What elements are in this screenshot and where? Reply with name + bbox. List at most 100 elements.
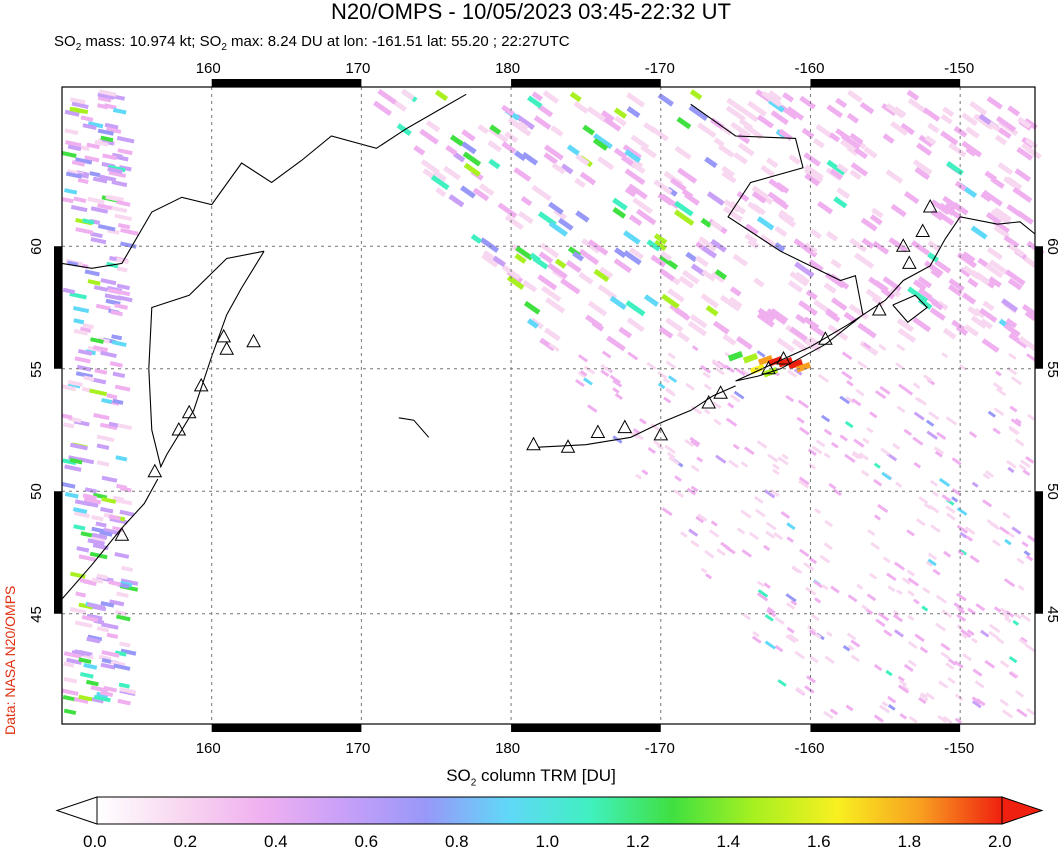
so2-pixel	[958, 364, 967, 371]
so2-pixel	[1012, 619, 1020, 626]
so2-pixel	[967, 277, 979, 288]
so2-pixel	[940, 642, 951, 652]
so2-pixel	[736, 527, 746, 535]
so2-pixel	[1014, 613, 1022, 620]
so2-pixel	[970, 315, 987, 329]
so2-pixel	[936, 431, 947, 441]
so2-pixel	[614, 247, 627, 259]
so2-pixel	[527, 95, 543, 109]
so2-pixel	[75, 591, 86, 598]
so2-pixel	[557, 217, 574, 231]
so2-pixel	[102, 153, 117, 161]
lon-tick-label-top: -150	[944, 60, 975, 77]
so2-pixel	[885, 669, 893, 677]
so2-pixel	[674, 145, 692, 160]
so2-pixel	[90, 377, 107, 385]
so2-pixel	[938, 477, 951, 488]
so2-pixel	[95, 521, 107, 528]
so2-pixel	[849, 169, 862, 180]
so2-pixel	[101, 398, 113, 405]
so2-pixel	[550, 125, 564, 137]
so2-pixel	[830, 258, 842, 269]
so2-pixel	[78, 554, 97, 562]
so2-pixel	[1002, 511, 1011, 520]
so2-pixel	[793, 238, 814, 255]
so2-pixel	[587, 300, 608, 317]
so2-pixel	[722, 205, 743, 223]
so2-pixel	[61, 482, 76, 489]
so2-pixel	[661, 293, 680, 310]
so2-pixel	[69, 457, 83, 465]
so2-pixel	[635, 473, 642, 480]
so2-pixel	[599, 266, 614, 279]
so2-pixel	[719, 294, 741, 312]
so2-pixel	[479, 237, 500, 253]
so2-pixel	[618, 326, 633, 339]
so2-pixel	[756, 580, 765, 588]
so2-pixel	[942, 195, 963, 213]
so2-pixel	[520, 196, 533, 207]
so2-pixel	[711, 359, 724, 369]
so2-pixel	[756, 440, 768, 449]
so2-pixel	[646, 361, 657, 371]
so2-pixel	[1007, 105, 1021, 117]
coastline-near-islands	[398, 417, 430, 438]
so2-pixel	[529, 252, 541, 263]
so2-pixel	[922, 107, 941, 122]
so2-pixel	[763, 489, 776, 499]
so2-pixel	[832, 488, 842, 497]
so2-pixel	[777, 679, 787, 687]
so2-pixel	[882, 133, 895, 144]
so2-pixel	[892, 613, 904, 623]
frame-bar	[54, 246, 62, 369]
so2-pixel	[116, 591, 129, 598]
so2-pixel	[913, 411, 925, 421]
so2-pixel	[653, 439, 663, 448]
so2-pixel	[786, 602, 796, 610]
so2-pixel	[879, 385, 891, 395]
so2-pixel	[74, 356, 91, 364]
volcano-icon	[713, 385, 728, 399]
so2-pixel	[710, 220, 724, 232]
lon-tick-label-bottom: -170	[644, 740, 675, 757]
so2-pixel	[91, 532, 108, 540]
so2-pixel	[993, 407, 1005, 417]
so2-pixel	[961, 140, 983, 158]
so2-pixel	[813, 507, 822, 515]
colorbar-title: SO2 column TRM [DU]	[446, 766, 616, 789]
so2-pixel	[907, 659, 918, 668]
so2-pixel	[802, 336, 822, 352]
so2-pixel	[924, 135, 937, 146]
so2-pixel	[843, 311, 858, 324]
so2-pixel	[741, 549, 753, 558]
so2-pixel	[419, 128, 439, 145]
so2-pixel	[514, 253, 527, 264]
so2-pixel	[435, 187, 447, 198]
so2-pixel	[517, 120, 529, 131]
so2-pixel	[827, 324, 849, 341]
so2-hotspot	[742, 353, 759, 364]
so2-pixel	[859, 101, 875, 115]
frame-bar	[54, 491, 62, 614]
so2-pixel	[73, 196, 87, 203]
so2-pixel	[627, 183, 648, 200]
so2-pixel	[930, 268, 942, 279]
so2-pixel	[790, 599, 798, 606]
so2-pixel	[852, 450, 863, 460]
so2-pixel	[853, 438, 865, 448]
so2-pixel	[1009, 405, 1018, 413]
so2-pixel	[959, 549, 967, 556]
so2-pixel	[736, 191, 750, 203]
so2-pixel	[982, 499, 993, 508]
so2-pixel	[77, 349, 93, 356]
volcano-icon	[147, 463, 163, 478]
so2-pixel	[715, 454, 727, 464]
so2-pixel	[751, 191, 767, 204]
so2-pixel	[858, 452, 869, 461]
colorbar-tick-label: 0.4	[264, 832, 288, 851]
so2-pixel	[848, 303, 869, 320]
volcano-icon	[776, 350, 791, 365]
so2-pixel	[826, 104, 843, 119]
so2-pixel	[667, 288, 685, 303]
so2-pixel	[795, 313, 807, 325]
